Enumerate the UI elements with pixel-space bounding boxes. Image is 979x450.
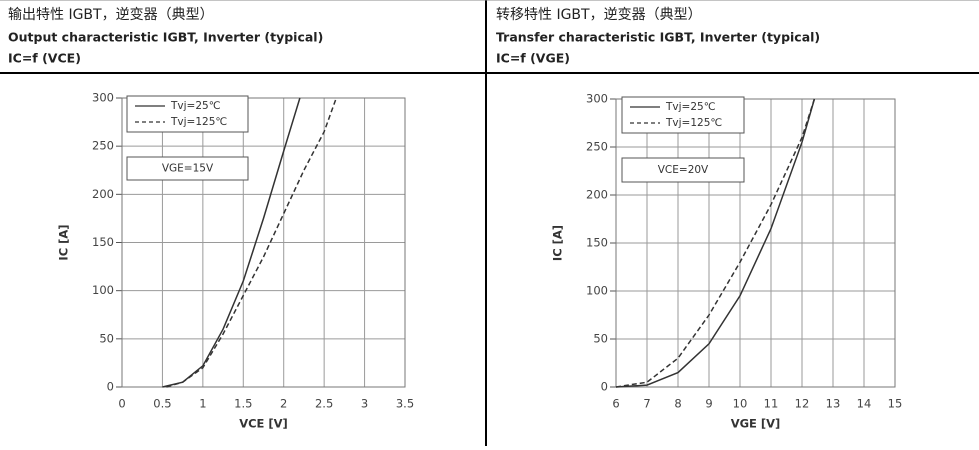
y-tick-label: 250 xyxy=(586,140,608,154)
x-tick-label: 13 xyxy=(826,397,841,411)
y-tick-label: 0 xyxy=(601,380,608,394)
plot-frame xyxy=(121,97,406,388)
x-tick-label: 2.5 xyxy=(315,397,333,411)
legend-label: Tvj=25℃ xyxy=(170,100,221,112)
annotation-box xyxy=(126,156,249,181)
y-tick-label: 250 xyxy=(92,139,114,153)
x-tick-label: 8 xyxy=(674,397,681,411)
y-tick-label: 200 xyxy=(586,188,608,202)
x-tick-label: 11 xyxy=(764,397,779,411)
y-tick-label: 100 xyxy=(586,284,608,298)
x-tick-label: 3 xyxy=(361,397,368,411)
panel-formula: IC=f (VGE) xyxy=(496,51,570,66)
panel-formula: IC=f (VCE) xyxy=(8,51,81,66)
legend-label: Tvj=125℃ xyxy=(170,116,227,128)
x-tick-label: 9 xyxy=(705,397,712,411)
series-line xyxy=(166,97,337,388)
legend-label: Tvj=25℃ xyxy=(665,101,716,113)
y-tick-label: 200 xyxy=(92,187,114,201)
y-tick-label: 100 xyxy=(92,283,114,297)
x-tick-label: 7 xyxy=(643,397,650,411)
x-tick-label: 2 xyxy=(280,397,287,411)
series-line xyxy=(615,98,816,388)
y-axis-label: IC [A] xyxy=(551,225,565,261)
legend-box xyxy=(126,95,249,133)
x-tick-label: 10 xyxy=(733,397,748,411)
y-tick-label: 300 xyxy=(586,92,608,106)
x-tick-label: 0.5 xyxy=(153,397,171,411)
y-axis-label: IC [A] xyxy=(57,224,71,260)
series-line xyxy=(615,98,816,388)
panel-subtitle: Output characteristic IGBT, Inverter (ty… xyxy=(8,30,323,45)
y-tick-label: 50 xyxy=(99,331,114,345)
annotation-box xyxy=(621,157,745,183)
x-axis-label: VGE [V] xyxy=(731,417,781,431)
series-line xyxy=(162,97,301,388)
y-tick-label: 0 xyxy=(107,380,114,394)
x-tick-label: 3.5 xyxy=(396,397,414,411)
plot-frame xyxy=(615,98,896,388)
legend-box xyxy=(621,96,745,134)
x-tick-label: 1.5 xyxy=(234,397,252,411)
panel-title: 输出特性 IGBT，逆变器（典型） xyxy=(8,7,214,23)
x-tick-label: 15 xyxy=(888,397,903,411)
x-tick-label: 12 xyxy=(795,397,810,411)
y-tick-label: 150 xyxy=(92,235,114,249)
panel-subtitle: Transfer characteristic IGBT, Inverter (… xyxy=(496,30,820,45)
y-tick-label: 300 xyxy=(92,91,114,105)
panel-title: 转移特性 IGBT，逆变器（典型） xyxy=(496,7,702,23)
x-tick-label: 0 xyxy=(118,397,125,411)
x-tick-label: 6 xyxy=(612,397,619,411)
x-axis-label: VCE [V] xyxy=(239,417,288,431)
y-tick-label: 50 xyxy=(593,332,608,346)
annotation: VGE=15V xyxy=(162,163,214,175)
annotation: VCE=20V xyxy=(658,164,709,176)
x-tick-label: 1 xyxy=(199,397,206,411)
legend-label: Tvj=125℃ xyxy=(665,117,722,129)
y-tick-label: 150 xyxy=(586,236,608,250)
x-tick-label: 14 xyxy=(857,397,872,411)
